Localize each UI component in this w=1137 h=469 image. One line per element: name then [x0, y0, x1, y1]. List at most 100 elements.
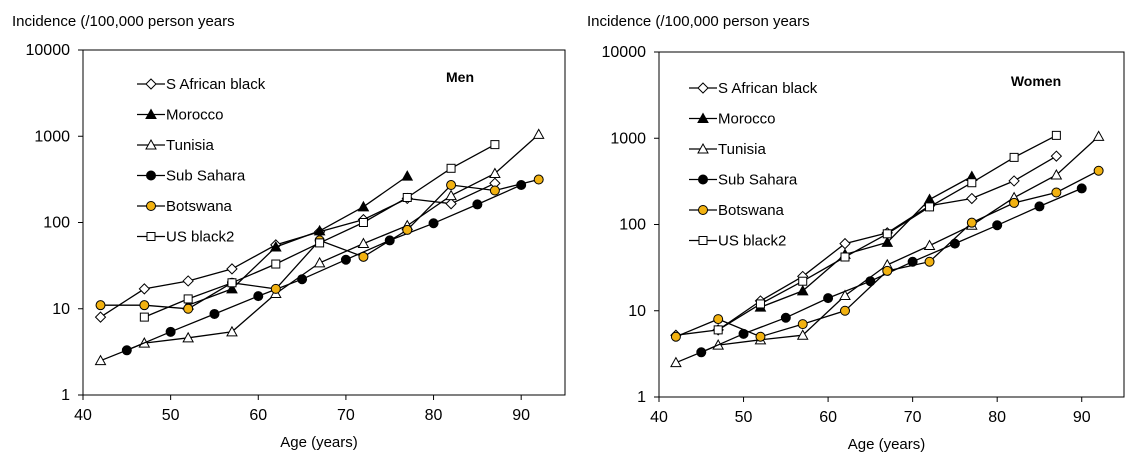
legend-marker	[145, 78, 157, 90]
plot-area-border	[82, 49, 566, 396]
data-point	[340, 254, 351, 265]
data-point	[840, 252, 850, 262]
data-point	[839, 289, 851, 301]
legend-entry: S African black	[689, 80, 818, 97]
y-tick-label: 1	[61, 387, 70, 404]
legend-entry: US black2	[689, 233, 786, 250]
data-point	[670, 356, 682, 368]
data-point	[780, 312, 791, 323]
y-tick-label: 10000	[602, 44, 647, 61]
legend-label: Morocco	[166, 107, 224, 124]
series-4	[696, 183, 1087, 358]
legend-marker	[698, 174, 708, 185]
data-point	[313, 256, 326, 268]
data-point	[313, 224, 326, 236]
data-point	[670, 331, 681, 342]
legend-label: Botswana	[718, 202, 785, 219]
data-point	[253, 291, 264, 302]
data-point	[1050, 150, 1063, 162]
chart-title: Men	[446, 69, 474, 85]
data-point	[490, 140, 500, 150]
series-line	[675, 135, 1100, 364]
chart-title: Women	[1011, 73, 1061, 89]
data-point	[402, 192, 412, 202]
data-point	[925, 202, 935, 212]
data-point	[182, 275, 194, 287]
series-line	[675, 155, 1057, 336]
data-point	[755, 299, 765, 309]
legend-label: Sub Sahara	[718, 172, 798, 189]
x-tick-label: 40	[650, 409, 668, 426]
y-axis-label: Incidence (/100,000 person years	[12, 13, 235, 30]
series-6	[713, 130, 1061, 335]
data-point	[1051, 187, 1062, 198]
x-tick-label: 90	[1073, 409, 1091, 426]
data-point	[924, 256, 935, 267]
data-point	[882, 265, 893, 276]
legend-marker	[697, 142, 709, 154]
legend-entry: Sub Sahara	[689, 172, 798, 189]
data-point	[358, 218, 368, 227]
y-tick-label: 10000	[26, 42, 71, 59]
data-point	[226, 282, 238, 294]
data-point	[713, 314, 724, 325]
data-point	[797, 319, 808, 330]
data-point	[445, 198, 457, 210]
y-tick-label: 1000	[34, 128, 70, 145]
y-tick-label: 10	[628, 303, 646, 320]
x-tick-label: 60	[819, 409, 837, 426]
data-point	[315, 238, 325, 248]
series-line	[126, 184, 522, 351]
data-point	[445, 189, 457, 201]
data-point	[755, 331, 766, 342]
data-point	[966, 217, 977, 228]
legend-marker	[145, 108, 157, 119]
data-point	[269, 240, 282, 252]
data-point	[227, 278, 237, 288]
y-tick-label: 10	[52, 301, 70, 318]
data-point	[446, 180, 457, 191]
legend-label: Sub Sahara	[166, 168, 246, 185]
data-point	[1008, 175, 1020, 187]
y-tick-label: 1000	[610, 130, 646, 147]
data-point	[713, 325, 723, 335]
legend-label: Morocco	[718, 111, 776, 128]
data-point	[401, 170, 414, 181]
legend-marker	[698, 205, 708, 215]
data-point	[923, 193, 936, 204]
legend-entry: Sub Sahara	[137, 168, 246, 185]
data-point	[1009, 197, 1020, 208]
data-point	[270, 283, 281, 294]
legend-entry: Morocco	[137, 107, 224, 124]
data-point	[95, 300, 106, 311]
legend-entry: Morocco	[689, 111, 776, 128]
data-point	[798, 276, 808, 286]
data-point	[94, 354, 107, 366]
data-point	[865, 276, 876, 287]
data-point	[182, 331, 195, 343]
y-tick-label: 1	[637, 389, 646, 406]
data-point	[446, 163, 456, 173]
legend-marker	[146, 232, 156, 241]
legend-marker	[145, 138, 157, 150]
series-line	[100, 182, 496, 318]
x-tick-label: 70	[337, 407, 355, 424]
data-point	[1034, 201, 1045, 212]
data-point	[209, 308, 220, 319]
x-axis-label: Age (years)	[280, 434, 358, 451]
data-point	[923, 239, 936, 251]
data-point	[357, 237, 370, 249]
data-point	[532, 128, 545, 139]
chart-panel-2: 1 10 100 1000 10000 40 50 60 70 80 90 Incidence (/1…	[587, 13, 1125, 453]
legend-label: Botswana	[166, 198, 233, 215]
data-point	[696, 347, 707, 358]
data-point	[907, 256, 918, 267]
chart-panel-1: 1 10 100 1000 10000 40 50 60 70 80 90 Incidence (/1…	[12, 13, 566, 451]
data-point	[358, 251, 369, 262]
series-line	[760, 175, 973, 308]
x-tick-label: 50	[162, 407, 180, 424]
series-6	[139, 140, 500, 322]
legend-label: Tunisia	[166, 137, 214, 154]
data-point	[165, 326, 176, 337]
